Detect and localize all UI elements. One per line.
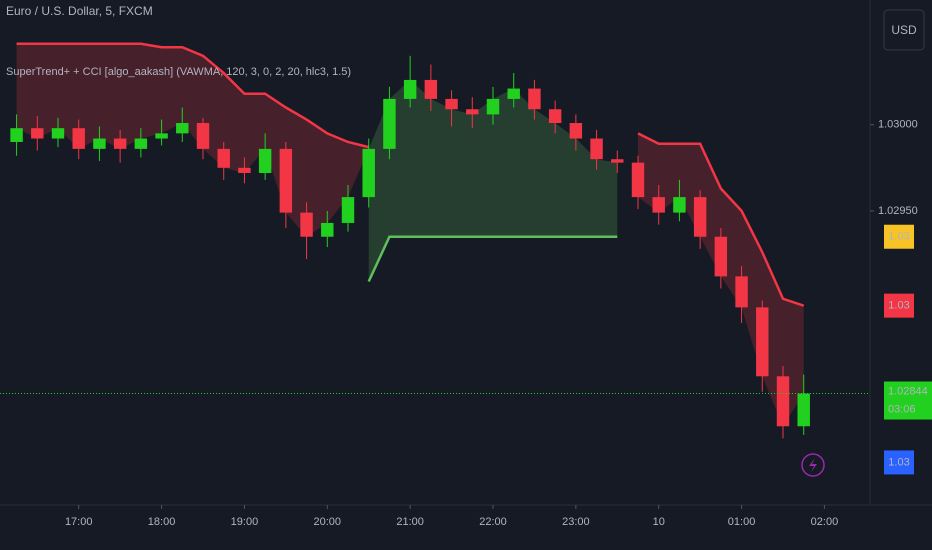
- x-tick-label: 01:00: [728, 516, 756, 528]
- candle-body: [652, 197, 665, 213]
- candle-body: [424, 79, 438, 99]
- countdown-label: 03:06: [888, 403, 916, 415]
- candle-body: [300, 212, 313, 237]
- current-price-tag: [884, 381, 932, 420]
- x-tick-label: 17:00: [65, 516, 93, 528]
- candle-body: [569, 123, 583, 139]
- candle-body: [445, 98, 458, 110]
- candle-body: [673, 197, 686, 213]
- price-tag: [884, 224, 914, 249]
- price-tag-label: 1.03: [888, 456, 909, 468]
- x-tick-label: 02:00: [811, 516, 839, 528]
- candle-body: [258, 148, 272, 173]
- candle-body: [51, 128, 65, 139]
- candle-body: [507, 88, 520, 99]
- candle-body: [31, 128, 44, 139]
- candle-body: [383, 98, 396, 149]
- x-tick-label: 18:00: [148, 516, 176, 528]
- candle-body: [486, 98, 500, 115]
- candle-body: [528, 88, 541, 110]
- alert-bolt: [809, 458, 817, 472]
- candle-body: [72, 128, 85, 149]
- candle-body: [341, 197, 355, 223]
- candle-body: [279, 148, 293, 213]
- candle-body: [590, 138, 603, 160]
- candle-body: [93, 138, 106, 149]
- currency-button[interactable]: [883, 9, 925, 51]
- x-tick-label: 21:00: [396, 516, 424, 528]
- supertrend-line: [367, 235, 618, 283]
- candle-body: [797, 393, 810, 427]
- supertrend-line: [16, 42, 805, 307]
- price-tag: [884, 293, 914, 318]
- x-tick-label: 20:00: [314, 516, 342, 528]
- candle-body: [403, 79, 417, 99]
- candle-body: [735, 276, 748, 308]
- candle-body: [113, 138, 127, 149]
- price-tag: [884, 450, 914, 475]
- candle-body: [321, 222, 334, 237]
- candle-body: [10, 128, 23, 142]
- alert-icon[interactable]: [801, 453, 825, 477]
- x-tick-label: 22:00: [479, 516, 507, 528]
- price-tag-label: 1.03: [888, 231, 909, 243]
- candle-body: [362, 148, 375, 198]
- candle-body: [238, 167, 251, 173]
- current-price-label: 1.02844: [888, 385, 928, 397]
- candle-body: [631, 162, 645, 198]
- candle-body: [776, 376, 790, 427]
- chart-title: Euro / U.S. Dollar, 5, FXCM: [6, 4, 153, 18]
- candle-body: [466, 109, 479, 115]
- x-tick-label: 19:00: [231, 516, 259, 528]
- candle-body: [196, 123, 210, 149]
- candle-body: [693, 197, 707, 237]
- candle-body: [176, 123, 189, 134]
- candle-body: [134, 138, 148, 149]
- currency-label[interactable]: USD: [891, 23, 917, 37]
- candle-body: [217, 148, 230, 168]
- plot-area: [10, 42, 810, 439]
- candle-body: [611, 159, 624, 163]
- candle-body: [756, 307, 769, 377]
- x-tick-label: 10: [653, 516, 665, 528]
- y-tick-label: 1.02950: [878, 205, 918, 217]
- x-tick-label: 23:00: [562, 516, 590, 528]
- indicator-label: SuperTrend+ + CCI [algo_aakash] (VAWMA, …: [6, 66, 351, 78]
- price-tag-label: 1.03: [888, 300, 909, 312]
- y-tick-label: 1.03000: [878, 119, 918, 131]
- candle-body: [714, 236, 728, 277]
- candle-body: [548, 109, 562, 124]
- candle-body: [155, 133, 168, 139]
